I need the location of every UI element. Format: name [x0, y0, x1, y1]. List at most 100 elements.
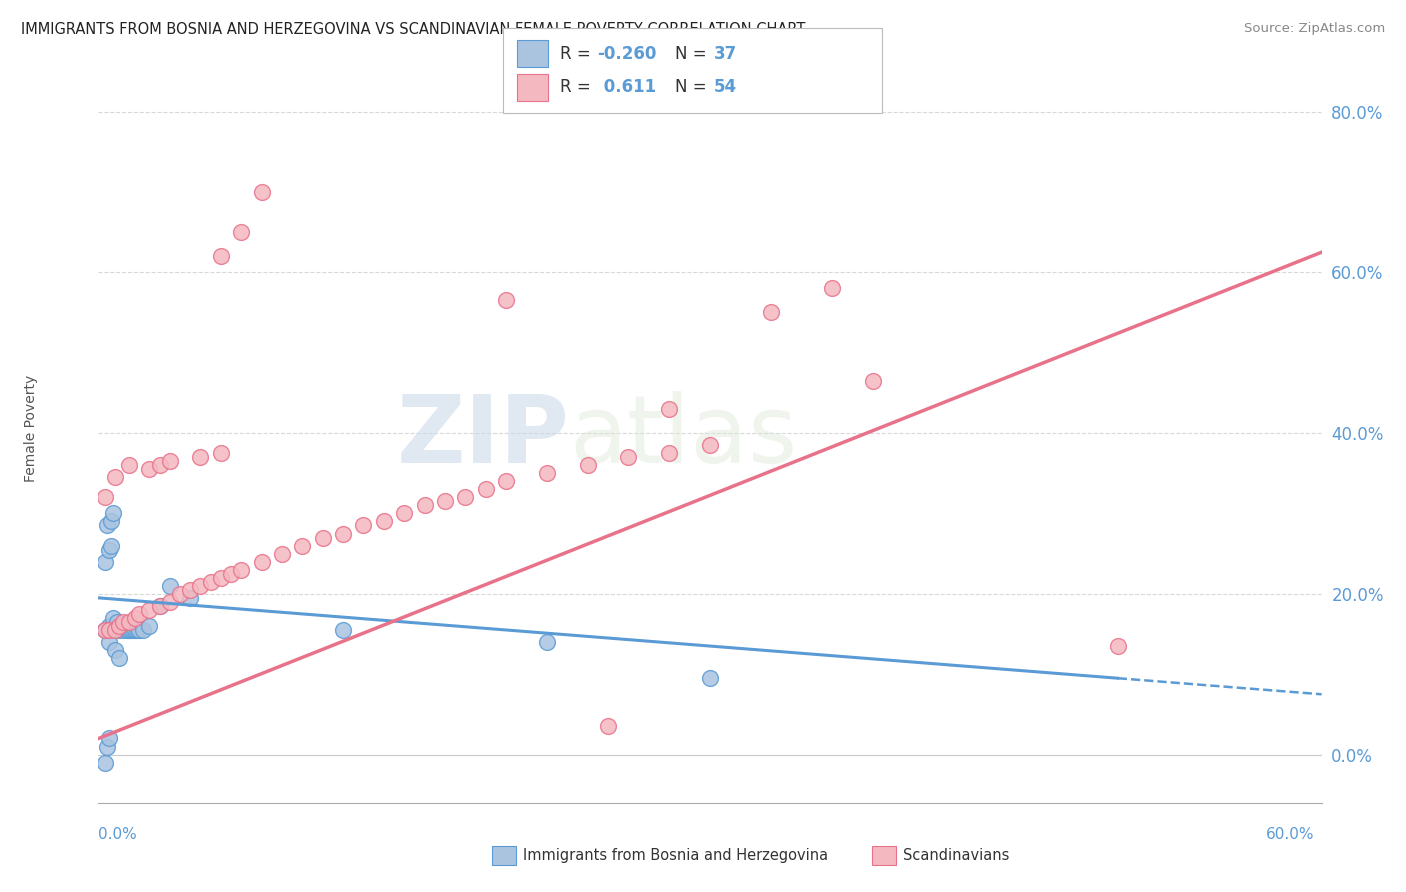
Point [110, 619, 132, 633]
Point [105, 615, 128, 629]
Point [128, 623, 150, 637]
Text: N =: N = [675, 45, 711, 62]
Text: IMMIGRANTS FROM BOSNIA AND HERZEGOVINA VS SCANDINAVIAN FEMALE POVERTY CORRELATIO: IMMIGRANTS FROM BOSNIA AND HERZEGOVINA V… [21, 22, 806, 37]
Point [100, 539, 122, 553]
Point [576, 458, 599, 473]
Point [108, 651, 131, 665]
Point [100, 623, 122, 637]
Point [96, 739, 118, 754]
Point [392, 507, 416, 521]
Text: 54: 54 [714, 78, 737, 96]
Point [159, 595, 181, 609]
Point [122, 623, 145, 637]
Text: N =: N = [675, 78, 711, 96]
Point [699, 671, 721, 685]
Point [231, 563, 253, 577]
Point [179, 582, 201, 597]
Point [159, 579, 181, 593]
Point [250, 555, 273, 569]
Point [97, 635, 120, 649]
Point [352, 518, 374, 533]
Point [699, 438, 721, 452]
Point [127, 623, 149, 637]
Point [332, 623, 354, 637]
Text: Source: ZipAtlas.com: Source: ZipAtlas.com [1244, 22, 1385, 36]
Text: ZIP: ZIP [396, 391, 569, 483]
Point [124, 611, 146, 625]
Point [658, 401, 681, 416]
Point [270, 547, 294, 561]
Point [495, 475, 517, 489]
Point [454, 491, 477, 505]
Point [413, 499, 436, 513]
Point [93, 623, 115, 637]
Point [149, 599, 172, 613]
Point [118, 458, 141, 473]
Point [114, 619, 136, 633]
Point [101, 507, 124, 521]
Point [291, 539, 314, 553]
Text: Female Poverty: Female Poverty [24, 375, 38, 482]
Point [111, 623, 134, 637]
Point [93, 623, 115, 637]
Point [231, 225, 253, 239]
Point [179, 591, 201, 605]
Point [434, 494, 457, 508]
Point [495, 293, 517, 308]
Point [598, 719, 620, 733]
Point [138, 603, 160, 617]
Point [97, 542, 120, 557]
Point [93, 555, 115, 569]
Point [761, 305, 783, 319]
Point [188, 579, 212, 593]
Point [104, 643, 127, 657]
Point [862, 374, 884, 388]
Text: Immigrants from Bosnia and Herzegovina: Immigrants from Bosnia and Herzegovina [523, 848, 828, 863]
Point [104, 623, 127, 637]
Text: 0.0%: 0.0% [98, 827, 138, 841]
Text: R =: R = [560, 45, 596, 62]
Point [138, 462, 160, 476]
Point [138, 619, 160, 633]
Point [104, 470, 127, 484]
Point [536, 467, 558, 481]
Point [209, 571, 232, 585]
Text: 37: 37 [714, 45, 738, 62]
Point [188, 450, 212, 465]
Point [96, 518, 118, 533]
Point [209, 446, 232, 460]
Point [159, 454, 181, 468]
Point [312, 531, 335, 545]
Text: Scandinavians: Scandinavians [903, 848, 1010, 863]
Point [97, 619, 120, 633]
Point [108, 623, 131, 637]
Point [132, 623, 155, 637]
Point [536, 635, 558, 649]
Point [124, 623, 146, 637]
Point [373, 515, 395, 529]
Point [115, 623, 138, 637]
Point [169, 587, 191, 601]
Point [118, 615, 141, 629]
Text: -0.260: -0.260 [598, 45, 657, 62]
Text: 60.0%: 60.0% [1267, 827, 1315, 841]
Point [104, 623, 127, 637]
Point [128, 607, 150, 621]
Point [209, 249, 232, 263]
Text: atlas: atlas [569, 391, 797, 483]
Point [332, 526, 354, 541]
Point [658, 446, 681, 460]
Point [821, 281, 844, 295]
Point [93, 491, 115, 505]
Point [149, 458, 172, 473]
Text: 0.611: 0.611 [598, 78, 655, 96]
Point [108, 619, 131, 633]
Point [118, 623, 141, 637]
Point [219, 566, 242, 581]
Point [101, 611, 124, 625]
Point [100, 515, 122, 529]
Point [120, 623, 142, 637]
Point [617, 450, 640, 465]
Point [474, 483, 498, 497]
Text: R =: R = [560, 78, 596, 96]
